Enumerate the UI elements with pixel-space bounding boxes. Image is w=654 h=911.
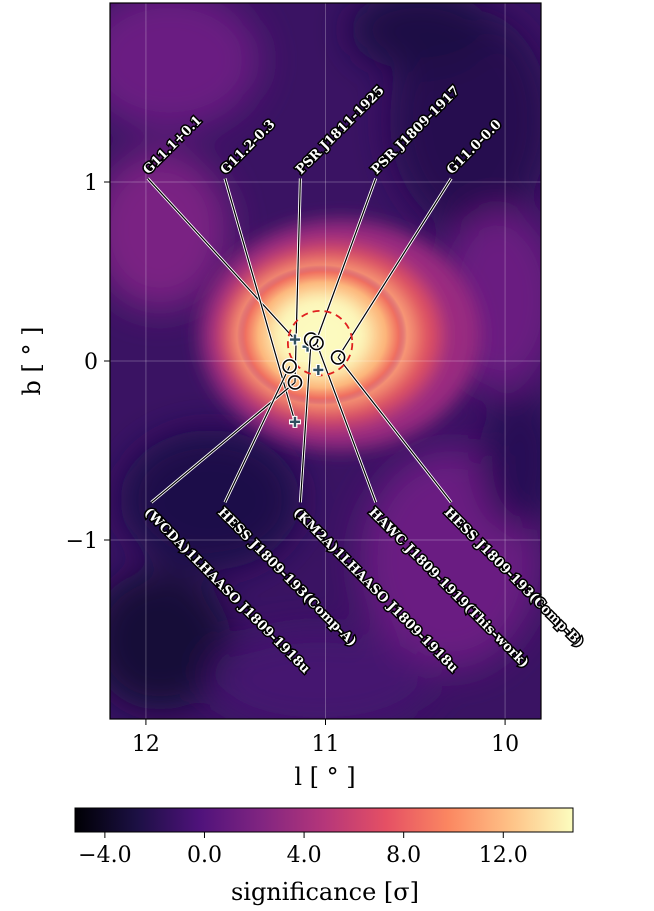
colorbar-label: significance [σ] [231, 878, 419, 906]
y-axis-label: b [ ° ] [18, 327, 46, 396]
colorbar-scale [74, 807, 574, 833]
leader-line-3 [314, 178, 377, 346]
source-markers [281, 309, 354, 428]
marker-circle-c2 [286, 373, 304, 391]
label-leader-lines [146, 177, 453, 504]
leader-line-9 [337, 357, 452, 503]
leader-line-6 [224, 366, 291, 503]
colorbar-tick-label-3: 8.0 [386, 843, 421, 868]
y-tick-label-0: 1 [84, 171, 98, 196]
significance-heatmap [110, 3, 541, 719]
x-axis-ticks: 12 11 10 [132, 719, 519, 757]
colorbar: −4.0 0.0 4.0 8.0 12.0 significance [σ] [74, 807, 574, 906]
leader-line-4 [337, 178, 452, 358]
marker-circle-c3 [281, 357, 299, 375]
colorbar-tick-label-1: 0.0 [187, 843, 222, 868]
grid-lines [110, 3, 541, 719]
colorbar-ticks: −4.0 0.0 4.0 8.0 12.0 [78, 832, 528, 868]
y-tick-label-2: −1 [66, 529, 98, 554]
leader-line-0 [147, 178, 296, 340]
leader-line-7 [299, 339, 312, 503]
x-tick-label-1: 11 [312, 732, 340, 757]
x-tick-label-0: 12 [132, 732, 160, 757]
y-axis-ticks: 1 0 −1 [66, 171, 110, 554]
colorbar-tick-label-0: −4.0 [78, 843, 131, 868]
x-axis-label: l [ ° ] [294, 763, 355, 791]
leader-line-2 [294, 178, 301, 383]
marker-circle-c4 [308, 334, 326, 352]
y-tick-label-1: 0 [84, 350, 98, 375]
marker-plus-g4 [312, 363, 325, 376]
marker-circle-c5 [329, 348, 347, 366]
marker-plus-g2 [288, 415, 301, 428]
leader-line-8 [315, 342, 377, 503]
marker-plus-g1 [288, 333, 301, 346]
colorbar-tick-label-2: 4.0 [287, 843, 322, 868]
x-tick-label-2: 10 [491, 732, 519, 757]
colorbar-tick-label-4: 12.0 [479, 843, 528, 868]
